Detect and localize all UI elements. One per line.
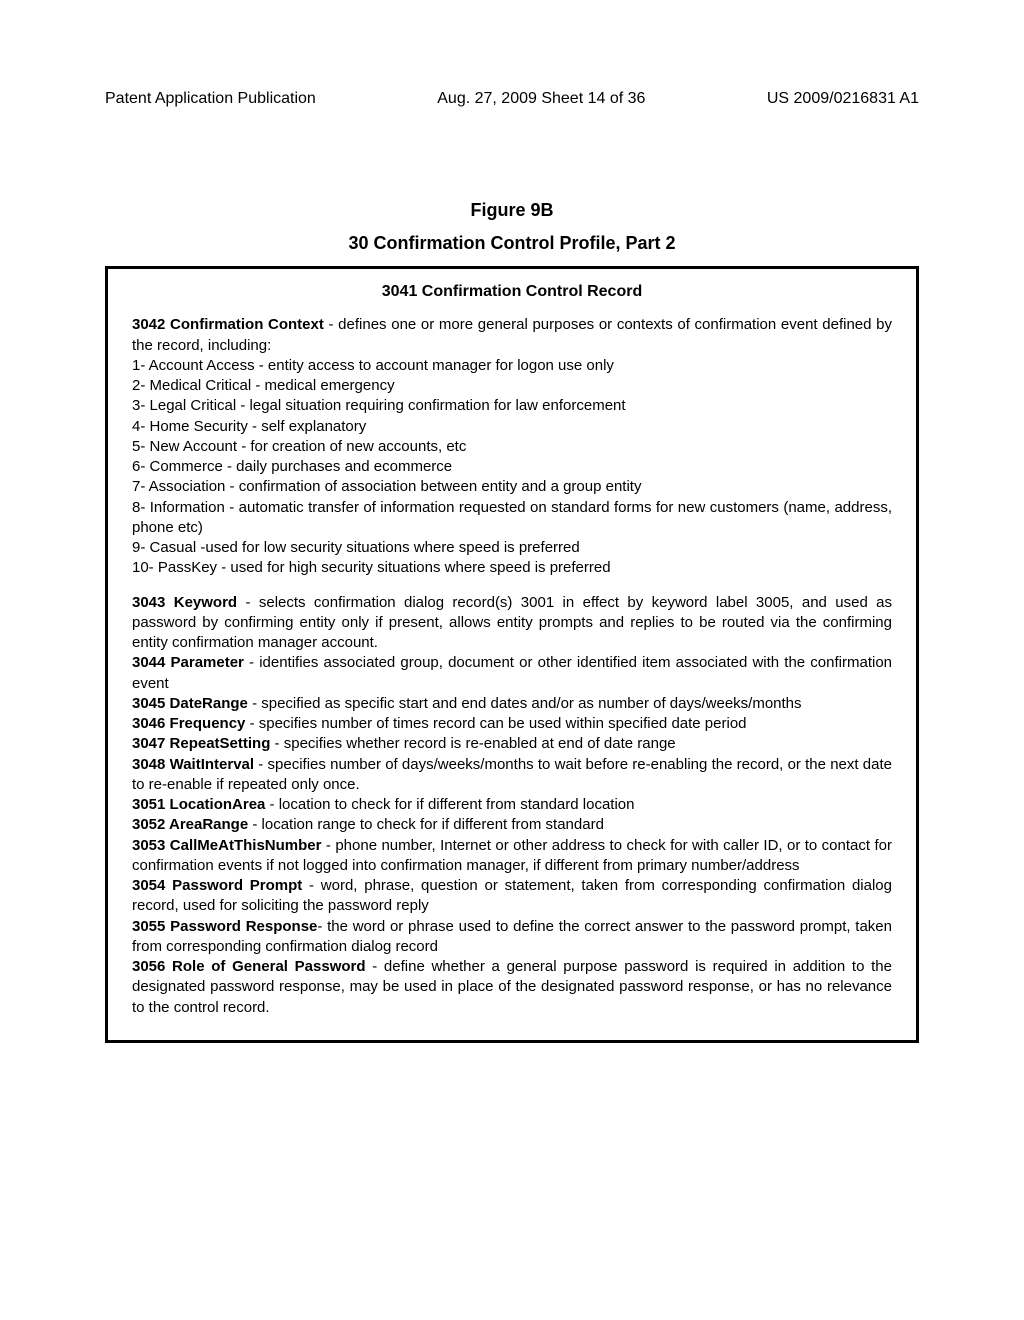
keyword-section: 3043 Keyword - selects confirmation dial… <box>132 593 892 654</box>
area-desc: - location range to check for if differe… <box>248 816 604 833</box>
keyword-label: 3043 Keyword <box>132 594 237 611</box>
area-section: 3052 AreaRange - location range to check… <box>132 815 892 835</box>
context-item: 8- Information - automatic transfer of i… <box>132 498 892 539</box>
context-item: 2- Medical Critical - medical emergency <box>132 376 892 396</box>
daterange-section: 3045 DateRange - specified as specific s… <box>132 694 892 714</box>
parameter-label: 3044 Parameter <box>132 654 244 671</box>
context-item: 6- Commerce - daily purchases and ecomme… <box>132 457 892 477</box>
location-label: 3051 LocationArea <box>132 796 265 813</box>
context-item: 7- Association - confirmation of associa… <box>132 477 892 497</box>
context-item: 4- Home Security - self explanatory <box>132 417 892 437</box>
role-label: 3056 Role of General Password <box>132 958 366 975</box>
pwprompt-label: 3054 Password Prompt <box>132 877 302 894</box>
callme-section: 3053 CallMeAtThisNumber - phone number, … <box>132 836 892 877</box>
callme-label: 3053 CallMeAtThisNumber <box>132 837 321 854</box>
context-item: 1- Account Access - entity access to acc… <box>132 356 892 376</box>
figure-subtitle: 30 Confirmation Control Profile, Part 2 <box>105 231 919 256</box>
record-box: 3041 Confirmation Control Record 3042 Co… <box>105 266 919 1043</box>
role-section: 3056 Role of General Password - define w… <box>132 957 892 1018</box>
record-title: 3041 Confirmation Control Record <box>132 283 892 301</box>
page-header: Patent Application Publication Aug. 27, … <box>105 90 919 108</box>
context-item: 3- Legal Critical - legal situation requ… <box>132 396 892 416</box>
daterange-label: 3045 DateRange <box>132 695 248 712</box>
pwprompt-section: 3054 Password Prompt - word, phrase, que… <box>132 876 892 917</box>
header-right: US 2009/0216831 A1 <box>767 90 919 108</box>
keyword-desc: - selects confirmation dialog record(s) … <box>132 594 892 652</box>
context-section: 3042 Confirmation Context - defines one … <box>132 315 892 356</box>
parameter-desc: - identifies associated group, document … <box>132 654 892 691</box>
area-label: 3052 AreaRange <box>132 816 248 833</box>
page: Patent Application Publication Aug. 27, … <box>0 0 1024 1320</box>
context-item: 5- New Account - for creation of new acc… <box>132 437 892 457</box>
repeat-section: 3047 RepeatSetting - specifies whether r… <box>132 734 892 754</box>
parameter-section: 3044 Parameter - identifies associated g… <box>132 653 892 694</box>
daterange-desc: - specified as specific start and end da… <box>248 695 802 712</box>
context-item: 10- PassKey - used for high security sit… <box>132 558 892 578</box>
location-desc: - location to check for if different fro… <box>265 796 634 813</box>
figure-title: Figure 9B <box>105 198 919 223</box>
pwresp-section: 3055 Password Response- the word or phra… <box>132 917 892 958</box>
context-item: 9- Casual -used for low security situati… <box>132 538 892 558</box>
frequency-label: 3046 Frequency <box>132 715 245 732</box>
pwresp-label: 3055 Password Response <box>132 918 317 935</box>
wait-section: 3048 WaitInterval - specifies number of … <box>132 755 892 796</box>
repeat-label: 3047 RepeatSetting <box>132 735 270 752</box>
repeat-desc: - specifies whether record is re-enabled… <box>270 735 675 752</box>
wait-label: 3048 WaitInterval <box>132 756 254 773</box>
location-section: 3051 LocationArea - location to check fo… <box>132 795 892 815</box>
header-center: Aug. 27, 2009 Sheet 14 of 36 <box>437 90 645 108</box>
context-label: 3042 Confirmation Context <box>132 316 324 333</box>
frequency-desc: - specifies number of times record can b… <box>245 715 746 732</box>
header-left: Patent Application Publication <box>105 90 316 108</box>
frequency-section: 3046 Frequency - specifies number of tim… <box>132 714 892 734</box>
